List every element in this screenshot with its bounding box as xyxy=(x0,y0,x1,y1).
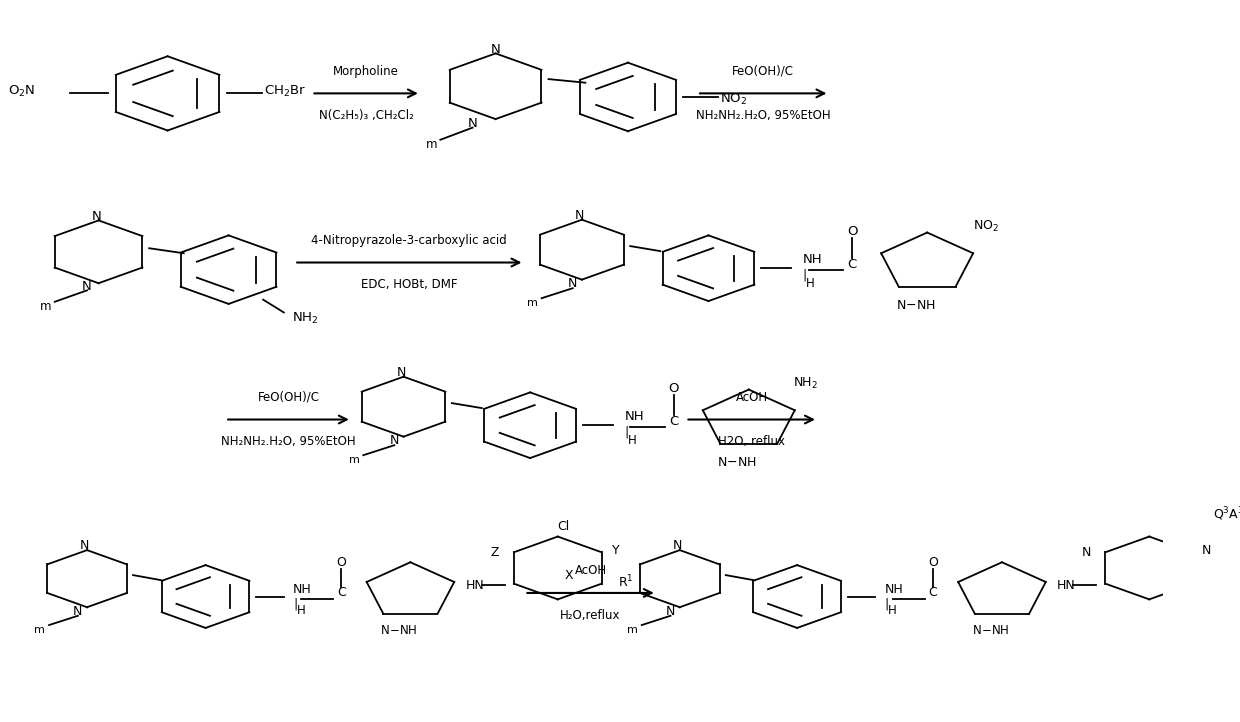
Text: CH$_2$Br: CH$_2$Br xyxy=(264,84,306,100)
Text: H₂O,reflux: H₂O,reflux xyxy=(560,609,621,622)
Text: m: m xyxy=(627,625,639,635)
Text: Cl: Cl xyxy=(557,520,569,533)
Text: H: H xyxy=(296,604,305,617)
Text: H: H xyxy=(888,604,897,617)
Text: N: N xyxy=(491,43,501,56)
Text: Q$^3$A$^3$: Q$^3$A$^3$ xyxy=(1213,505,1240,523)
Text: N: N xyxy=(81,539,89,552)
Text: N: N xyxy=(568,277,578,290)
Text: NH$_2$: NH$_2$ xyxy=(792,376,817,391)
Text: m: m xyxy=(40,300,51,313)
Text: NH: NH xyxy=(884,583,903,596)
Text: N$\!-\!$NH: N$\!-\!$NH xyxy=(381,625,418,638)
Text: N: N xyxy=(666,605,676,618)
Text: N: N xyxy=(82,279,92,292)
Text: N$\!-\!$NH: N$\!-\!$NH xyxy=(895,299,935,312)
Text: O: O xyxy=(928,556,937,569)
Text: HN: HN xyxy=(466,578,485,591)
Text: N$\!-\!$NH: N$\!-\!$NH xyxy=(972,625,1009,638)
Text: EDC, HOBt, DMF: EDC, HOBt, DMF xyxy=(361,278,458,291)
Text: N: N xyxy=(673,539,682,552)
Text: N: N xyxy=(397,366,405,379)
Text: |: | xyxy=(625,426,629,439)
Text: m: m xyxy=(35,625,46,635)
Text: R$^1$: R$^1$ xyxy=(618,574,634,591)
Text: H: H xyxy=(627,435,636,448)
Text: m: m xyxy=(348,455,360,465)
Text: O: O xyxy=(668,382,680,395)
Text: m: m xyxy=(527,298,538,308)
Text: FeO(OH)/C: FeO(OH)/C xyxy=(732,65,794,78)
Text: |: | xyxy=(802,269,807,282)
Text: Z: Z xyxy=(490,546,498,559)
Text: C: C xyxy=(337,586,346,599)
Text: HN: HN xyxy=(1058,578,1076,591)
Text: O: O xyxy=(336,556,346,569)
Text: NO$_2$: NO$_2$ xyxy=(973,219,999,235)
Text: N$\!-\!$NH: N$\!-\!$NH xyxy=(718,456,758,469)
Text: m: m xyxy=(425,138,436,151)
Text: N: N xyxy=(73,605,83,618)
Text: NO$_2$: NO$_2$ xyxy=(720,92,748,107)
Text: AcOH: AcOH xyxy=(574,564,606,578)
Text: NH: NH xyxy=(293,583,311,596)
Text: C: C xyxy=(670,415,678,428)
Text: AcOH: AcOH xyxy=(735,391,768,404)
Text: N: N xyxy=(1202,544,1211,557)
Text: N: N xyxy=(467,117,477,130)
Text: |: | xyxy=(884,597,889,610)
Text: NH: NH xyxy=(625,410,644,423)
Text: NH: NH xyxy=(802,253,822,266)
Text: |: | xyxy=(293,597,298,610)
Text: NH₂NH₂.H₂O, 95%EtOH: NH₂NH₂.H₂O, 95%EtOH xyxy=(696,109,831,122)
Text: FeO(OH)/C: FeO(OH)/C xyxy=(258,391,320,404)
Text: X: X xyxy=(565,569,574,582)
Text: NH$_2$: NH$_2$ xyxy=(291,310,319,326)
Text: O: O xyxy=(847,225,858,238)
Text: 4-Nitropyrazole-3-carboxylic acid: 4-Nitropyrazole-3-carboxylic acid xyxy=(311,234,507,247)
Text: N(C₂H₅)₃ ,CH₂Cl₂: N(C₂H₅)₃ ,CH₂Cl₂ xyxy=(319,109,414,122)
Text: N: N xyxy=(389,435,399,448)
Text: H2O, reflux: H2O, reflux xyxy=(718,435,785,448)
Text: C: C xyxy=(929,586,937,599)
Text: N: N xyxy=(1081,546,1091,559)
Text: N: N xyxy=(575,209,584,222)
Text: NH₂NH₂.H₂O, 95%EtOH: NH₂NH₂.H₂O, 95%EtOH xyxy=(221,435,356,448)
Text: N: N xyxy=(92,209,102,222)
Text: Y: Y xyxy=(611,544,619,557)
Text: H: H xyxy=(806,277,815,290)
Text: C: C xyxy=(848,258,857,271)
Text: O$_2$N: O$_2$N xyxy=(7,84,35,100)
Text: Morpholine: Morpholine xyxy=(334,65,399,78)
